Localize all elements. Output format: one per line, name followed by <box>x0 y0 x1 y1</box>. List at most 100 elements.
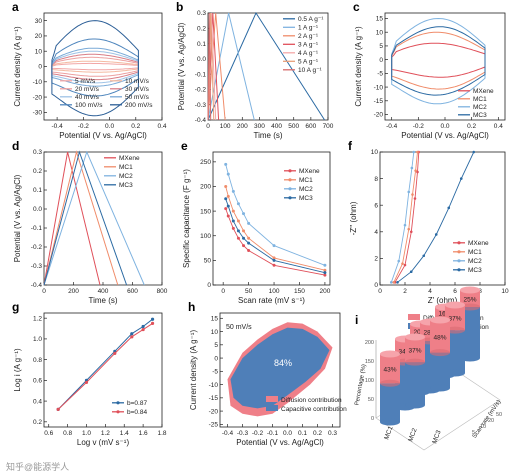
cv-loop-0 <box>51 62 139 71</box>
capacitance-point <box>242 229 246 233</box>
plot-frame <box>212 151 331 286</box>
y-tick-label: 1.2 <box>33 315 42 322</box>
panel-letter: g <box>12 300 19 314</box>
z-tick-label: 200 <box>365 340 374 346</box>
x-axis-label: Z' (ohm) <box>428 296 458 305</box>
capacitance-point <box>242 212 246 216</box>
panel-c: -0.4 -0.2 0.0 0.2 0.4 -20 -15 -10 -5 0 5 10 15 Potent… <box>353 0 506 140</box>
diffusion-cylinder <box>405 337 425 363</box>
x-tick-label: 0 <box>221 288 225 295</box>
x-tick-label: 1.8 <box>157 430 166 437</box>
x-tick-label: 600 <box>127 288 138 295</box>
y-tick-label: 1.0 <box>33 336 42 343</box>
z-tick-label: 50 <box>368 397 374 403</box>
x-tick-label: 200 <box>319 288 330 295</box>
y-tick-label: 15 <box>211 316 219 323</box>
diffusion-cylinder <box>430 320 450 353</box>
legend-swatch <box>408 314 420 320</box>
y-tick-label: 0.0 <box>197 56 206 63</box>
y-tick-label: -15 <box>209 395 219 402</box>
nyquist-point <box>411 193 414 196</box>
y-axis-label: Potential (V vs. Ag/AgCl) <box>177 22 186 110</box>
y-tick-label: -5 <box>212 369 218 376</box>
y-tick-label: 2 <box>374 256 378 263</box>
x-tick-label: 0 <box>206 123 210 130</box>
nyquist-point <box>397 259 401 263</box>
y-tick-label: 0.4 <box>33 398 42 405</box>
y-axis-label: Log i (A g⁻¹) <box>13 348 22 392</box>
capacitance-point <box>247 241 251 245</box>
panel-letter: h <box>188 300 195 314</box>
nyquist-point <box>434 233 438 236</box>
nyquist-point <box>409 230 413 234</box>
y-tick-label: -10 <box>209 382 219 389</box>
x-tick-label: 300 <box>254 123 265 130</box>
scan-rate-tick-label: 10 <box>480 424 486 430</box>
z-tick-label: 100 <box>365 378 374 384</box>
y-tick-label: 5 <box>214 342 218 349</box>
x-tick-label: 0.4 <box>157 123 166 130</box>
x-tick-label: 600 <box>305 123 316 130</box>
y-tick-label: 10 <box>376 29 384 36</box>
y-tick-label: 0.3 <box>33 149 42 156</box>
y-tick-label: 6 <box>374 202 378 209</box>
legend-marker <box>288 169 292 173</box>
cv-loop-7 <box>51 20 139 117</box>
y-axis-label: Current density (A g⁻¹) <box>354 26 363 107</box>
y-tick-label: -20 <box>374 112 384 119</box>
capacitance-point <box>236 236 240 240</box>
legend-label: Diffusion contribution <box>281 397 342 404</box>
legend-label: 4 A g⁻¹ <box>298 50 319 57</box>
nyquist-line-MXene <box>394 151 420 283</box>
cylinder-cap <box>430 316 450 324</box>
capacitive-cylinder <box>380 383 400 422</box>
nyquist-point <box>407 227 411 231</box>
capacitance-point <box>247 236 251 240</box>
y-tick-label: 5 <box>379 43 383 50</box>
capacitance-line-MC1 <box>225 186 326 271</box>
y-tick-label: -10 <box>374 84 384 91</box>
legend-label: 3 A g⁻¹ <box>298 42 319 49</box>
cv-loop-MC3 <box>391 26 486 96</box>
y-tick-label: 0.1 <box>33 187 42 194</box>
x-tick-label: 6 <box>453 288 457 295</box>
nyquist-point <box>403 223 407 227</box>
x-tick-label: 100 <box>220 123 231 130</box>
z-tick-label: 150 <box>365 359 374 365</box>
x-tick-label: -0.1 <box>267 430 279 437</box>
fit-line-1 <box>57 322 153 410</box>
capacitance-point <box>272 258 276 262</box>
legend-label: MXene <box>119 155 140 162</box>
cylinder-joint <box>380 379 400 387</box>
y-tick-label: -0.2 <box>31 244 43 251</box>
y-tick-label: 8 <box>374 176 378 183</box>
x-tick-label: -0.3 <box>237 430 249 437</box>
x-tick-label: -0.4 <box>52 123 64 130</box>
y-tick-label: -0.1 <box>195 71 207 78</box>
capacitance-point <box>231 189 235 193</box>
nyquist-point <box>396 281 399 284</box>
nyquist-point <box>407 190 411 194</box>
legend-label: MC1 <box>119 164 133 171</box>
legend-label: MC3 <box>119 182 133 189</box>
nyquist-point <box>401 262 404 266</box>
legend-marker <box>457 259 461 263</box>
y-tick-label: 0.6 <box>33 378 42 385</box>
x-tick-label: 1.2 <box>101 430 110 437</box>
legend-label: MXene <box>299 168 320 175</box>
cylinder-joint <box>430 349 450 357</box>
y-tick-label: 150 <box>200 208 211 215</box>
gcd-curve-MC3 <box>43 150 128 286</box>
capacitance-point <box>226 172 230 176</box>
x-tick-label: -0.2 <box>413 123 425 130</box>
x-tick-label: 0.2 <box>313 430 322 437</box>
cylinder-cap <box>405 333 425 341</box>
cv-loop-MC2 <box>391 17 486 105</box>
legend-swatch <box>266 405 278 411</box>
y-tick-label: -25 <box>209 422 219 429</box>
nyquist-point <box>410 166 414 170</box>
y-tick-label: 50 <box>204 258 212 265</box>
cv-loop-1 <box>51 60 139 73</box>
legend-label: 10 A g⁻¹ <box>298 67 323 74</box>
